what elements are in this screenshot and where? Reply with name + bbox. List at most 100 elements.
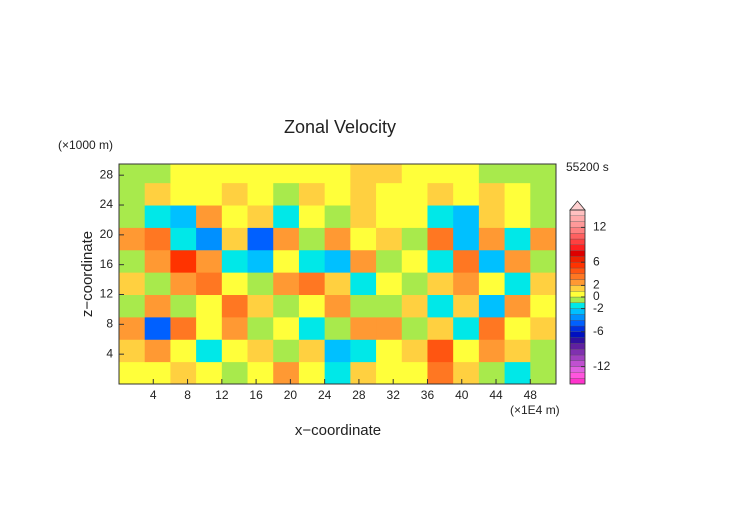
colorbar-box bbox=[569, 331, 586, 338]
cell bbox=[427, 316, 454, 340]
colorbar-box bbox=[569, 285, 586, 292]
colorbar-over bbox=[569, 200, 586, 211]
cell bbox=[376, 249, 403, 273]
cell bbox=[273, 272, 300, 296]
cell bbox=[196, 339, 223, 363]
cell bbox=[170, 316, 197, 340]
cell bbox=[530, 361, 557, 385]
y-tick-label: 20 bbox=[100, 227, 114, 241]
cell bbox=[427, 249, 454, 273]
time-label: 55200 s bbox=[566, 160, 609, 174]
x-unit-label: (×1E4 m) bbox=[510, 403, 560, 417]
cell bbox=[376, 294, 403, 318]
y-tick-label: 12 bbox=[100, 287, 114, 301]
x-tick-label: 12 bbox=[215, 388, 229, 402]
cell bbox=[221, 339, 249, 363]
cell bbox=[247, 361, 274, 385]
cell bbox=[530, 249, 557, 273]
cell bbox=[376, 272, 403, 296]
colorbar-tick-label: -6 bbox=[593, 324, 604, 338]
cell bbox=[324, 164, 351, 184]
x-tick-label: 24 bbox=[318, 388, 332, 402]
colorbar-box bbox=[569, 273, 586, 280]
cell bbox=[401, 339, 428, 363]
colorbar-tick-label: -12 bbox=[593, 359, 611, 373]
colorbar-tick-label: 6 bbox=[593, 254, 600, 268]
cell bbox=[504, 164, 531, 184]
cell bbox=[324, 339, 351, 363]
cell bbox=[298, 182, 326, 206]
cell bbox=[119, 227, 146, 251]
cell bbox=[144, 182, 171, 206]
cell bbox=[273, 182, 300, 206]
cell bbox=[504, 249, 531, 273]
colorbar-box bbox=[569, 372, 586, 379]
cell bbox=[401, 316, 428, 340]
cell bbox=[350, 272, 377, 296]
cell bbox=[196, 272, 223, 296]
cell bbox=[427, 339, 454, 363]
cell bbox=[530, 164, 557, 184]
cell bbox=[144, 205, 171, 228]
cell bbox=[376, 164, 403, 184]
cell bbox=[453, 294, 480, 318]
y-unit-label: (×1000 m) bbox=[58, 138, 113, 152]
cell bbox=[453, 361, 480, 385]
cell bbox=[144, 294, 171, 318]
cell bbox=[350, 205, 377, 228]
x-tick-label: 28 bbox=[352, 388, 366, 402]
colorbar-box bbox=[569, 209, 586, 216]
colorbar-box bbox=[569, 267, 586, 274]
cell bbox=[247, 272, 274, 296]
colorbar-box bbox=[569, 291, 586, 298]
cell bbox=[401, 182, 428, 206]
cell bbox=[324, 361, 351, 385]
cell bbox=[221, 294, 249, 318]
x-tick-label: 44 bbox=[489, 388, 503, 402]
cell bbox=[478, 339, 506, 363]
cell bbox=[324, 182, 351, 206]
colorbar-box bbox=[569, 320, 586, 327]
cell bbox=[196, 182, 223, 206]
cell bbox=[376, 205, 403, 228]
x-tick-label: 48 bbox=[524, 388, 538, 402]
cell bbox=[273, 249, 300, 273]
colorbar-box bbox=[569, 221, 586, 228]
cell bbox=[170, 227, 197, 251]
cell bbox=[298, 339, 326, 363]
cell bbox=[376, 361, 403, 385]
cell bbox=[221, 205, 249, 228]
cell bbox=[196, 164, 223, 184]
cell bbox=[427, 205, 454, 228]
cell bbox=[170, 249, 197, 273]
cell bbox=[273, 339, 300, 363]
colorbar-box bbox=[569, 337, 586, 344]
cell bbox=[196, 249, 223, 273]
colorbar-tick-label: 2 bbox=[593, 278, 600, 292]
cell bbox=[170, 339, 197, 363]
cell bbox=[530, 294, 557, 318]
cell bbox=[324, 227, 351, 251]
cell bbox=[350, 227, 377, 251]
colorbar-box bbox=[569, 227, 586, 234]
cell bbox=[401, 272, 428, 296]
cell bbox=[530, 182, 557, 206]
cell bbox=[119, 361, 146, 385]
cell bbox=[453, 182, 480, 206]
cell bbox=[273, 294, 300, 318]
colorbar-box bbox=[569, 215, 586, 222]
cell bbox=[350, 294, 377, 318]
colorbar-box bbox=[569, 256, 586, 263]
cell bbox=[478, 361, 506, 385]
x-tick-label: 8 bbox=[184, 388, 191, 402]
cell bbox=[350, 164, 377, 184]
cell bbox=[119, 272, 146, 296]
cell bbox=[350, 361, 377, 385]
colorbar-box bbox=[569, 360, 586, 367]
cell bbox=[376, 316, 403, 340]
cell bbox=[504, 227, 531, 251]
cell bbox=[478, 164, 506, 184]
cell bbox=[504, 272, 531, 296]
